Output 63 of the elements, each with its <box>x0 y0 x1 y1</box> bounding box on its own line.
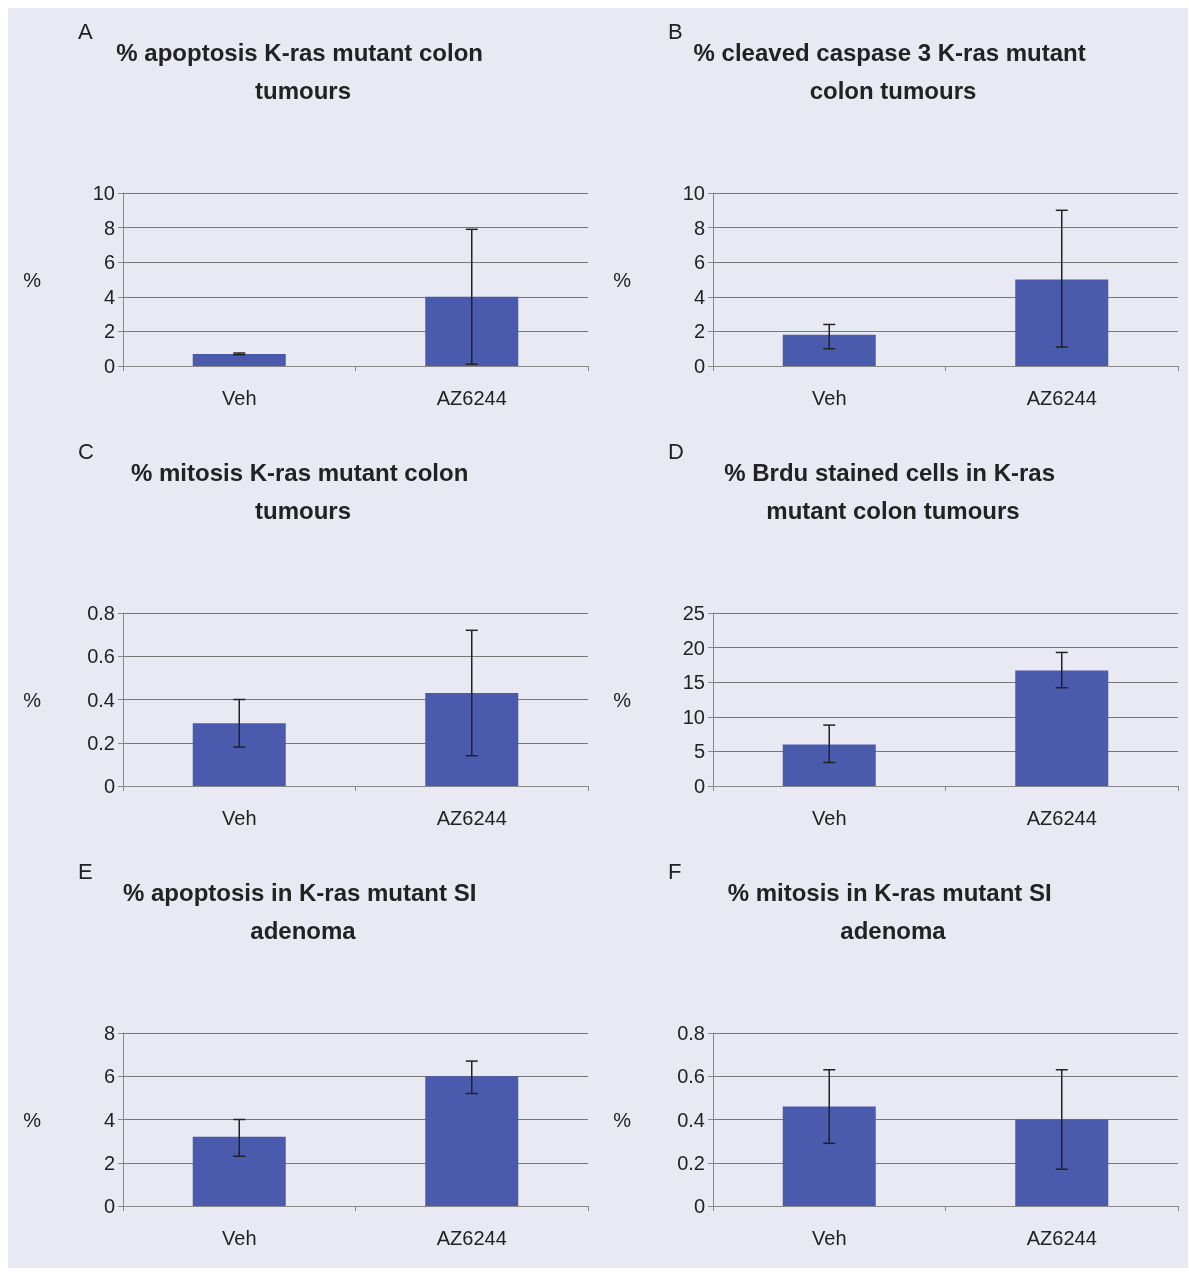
chart-title: % Brdu stained cells in K-ras mutant colon tumours <box>724 458 1062 524</box>
x-tick-label: AZ6244 <box>1026 1227 1097 1249</box>
y-tick-label: 0.6 <box>87 645 115 668</box>
text: B <box>668 18 683 44</box>
text: F <box>668 858 682 884</box>
y-axis-title: % <box>23 1108 42 1131</box>
y-tick-label: 20 <box>682 636 705 659</box>
chart-title: % mitosis K-ras mutant colon tumours <box>130 458 476 524</box>
y-tick-label: 2 <box>103 1151 115 1174</box>
text: E <box>78 858 93 884</box>
y-tick-label: 0 <box>693 1195 705 1217</box>
text: D <box>668 438 684 464</box>
y-tick-label: 8 <box>693 216 705 239</box>
y-tick-label: 4 <box>103 1108 115 1131</box>
y-tick-label: 6 <box>103 251 115 274</box>
x-tick-label: AZ6244 <box>436 807 507 829</box>
y-tick-label: 8 <box>103 216 115 239</box>
y-tick-label: 0.8 <box>677 1022 705 1044</box>
y-tick-label: 25 <box>682 602 705 624</box>
y-tick-label: 0 <box>693 355 705 377</box>
y-axis-title: % <box>613 1108 632 1131</box>
x-tick-label: Veh <box>222 807 257 829</box>
y-axis-title: % <box>23 688 42 711</box>
y-tick-label: 0.4 <box>87 688 115 711</box>
y-tick-label: 0 <box>103 1195 115 1217</box>
y-tick-label: 0.6 <box>677 1065 705 1088</box>
chart-title: % apoptosis in K-ras mutant SI adenoma <box>122 878 484 944</box>
y-tick-label: 2 <box>103 320 115 343</box>
y-tick-label: 10 <box>682 182 705 204</box>
y-tick-label: 0.2 <box>677 1151 705 1174</box>
text: A <box>78 18 93 44</box>
y-tick-label: 8 <box>103 1022 115 1044</box>
x-tick-label: Veh <box>812 387 847 409</box>
chart-title: % cleaved caspase 3 K-ras mutant colon tumours <box>693 38 1093 104</box>
y-tick-label: 0.4 <box>677 1108 705 1131</box>
y-axis-title: % <box>613 688 632 711</box>
x-tick-label: AZ6244 <box>1026 807 1097 829</box>
x-tick-label: AZ6244 <box>436 1227 507 1249</box>
text: C <box>78 438 94 464</box>
y-tick-label: 0 <box>103 355 115 377</box>
x-tick-label: AZ6244 <box>436 387 507 409</box>
x-tick-label: Veh <box>812 1227 847 1249</box>
x-tick-label: Veh <box>812 807 847 829</box>
y-tick-label: 0.2 <box>87 731 115 754</box>
y-tick-label: 4 <box>103 285 115 308</box>
x-tick-label: Veh <box>222 1227 257 1249</box>
y-tick-label: 0.8 <box>87 602 115 624</box>
y-tick-label: 4 <box>693 285 705 308</box>
y-tick-label: 6 <box>693 251 705 274</box>
x-tick-label: Veh <box>222 387 257 409</box>
y-axis-title: % <box>23 268 42 291</box>
chart-title: % apoptosis K-ras mutant colon tumours <box>116 38 490 104</box>
chart-title: % mitosis in K-ras mutant SI adenoma <box>727 878 1059 944</box>
x-tick-label: AZ6244 <box>1026 387 1097 409</box>
y-tick-label: 6 <box>103 1065 115 1088</box>
y-tick-label: 2 <box>693 320 705 343</box>
y-tick-label: 5 <box>693 740 705 763</box>
y-tick-label: 15 <box>682 671 705 694</box>
y-tick-label: 0 <box>693 775 705 797</box>
y-tick-label: 0 <box>103 775 115 797</box>
y-axis-title: % <box>613 268 632 291</box>
y-tick-label: 10 <box>682 705 705 728</box>
y-tick-label: 10 <box>92 182 115 204</box>
